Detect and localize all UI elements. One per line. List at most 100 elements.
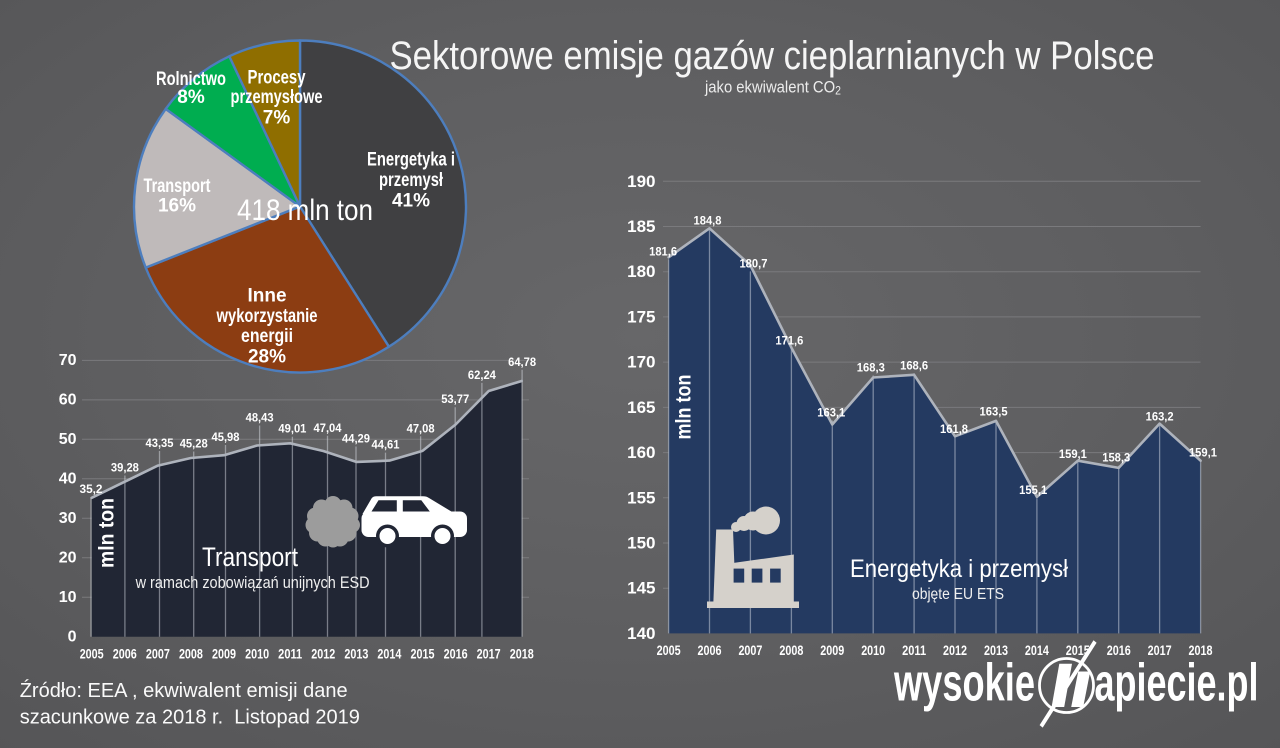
svg-text:44,29: 44,29 <box>342 432 370 446</box>
svg-text:41%: 41% <box>392 191 430 212</box>
svg-text:2014: 2014 <box>1025 643 1049 658</box>
svg-text:2016: 2016 <box>444 647 468 662</box>
svg-text:20: 20 <box>59 549 77 566</box>
svg-text:180,7: 180,7 <box>739 256 767 270</box>
svg-text:53,77: 53,77 <box>441 392 469 406</box>
svg-text:2017: 2017 <box>477 647 501 662</box>
svg-text:Transport: Transport <box>202 542 298 572</box>
svg-text:wykorzystanie: wykorzystanie <box>216 306 318 327</box>
svg-text:2009: 2009 <box>212 647 236 662</box>
svg-text:159,1: 159,1 <box>1189 446 1217 460</box>
svg-text:2007: 2007 <box>146 647 170 662</box>
svg-text:175: 175 <box>627 307 655 326</box>
svg-text:Procesy: Procesy <box>248 68 306 89</box>
svg-text:159,1: 159,1 <box>1059 447 1087 461</box>
svg-text:2011: 2011 <box>902 643 926 658</box>
svg-text:190: 190 <box>627 172 655 191</box>
svg-text:2014: 2014 <box>377 647 401 662</box>
svg-text:171,6: 171,6 <box>775 334 803 348</box>
svg-text:2005: 2005 <box>80 647 104 662</box>
svg-text:2010: 2010 <box>245 647 269 662</box>
svg-text:2012: 2012 <box>943 643 967 658</box>
svg-text:2007: 2007 <box>738 643 762 658</box>
svg-text:184,8: 184,8 <box>694 213 722 227</box>
svg-text:158,3: 158,3 <box>1102 451 1130 465</box>
svg-text:2010: 2010 <box>861 643 885 658</box>
svg-text:2017: 2017 <box>1148 643 1172 658</box>
svg-text:wysokie: wysokie <box>893 654 1035 713</box>
svg-text:Źródło: EEA , ekwiwalent emisj: Źródło: EEA , ekwiwalent emisji dane <box>20 679 348 702</box>
svg-text:49,01: 49,01 <box>278 422 306 436</box>
svg-text:180: 180 <box>627 262 655 281</box>
svg-text:70: 70 <box>59 352 77 369</box>
svg-text:47,04: 47,04 <box>314 421 342 435</box>
svg-text:39,28: 39,28 <box>111 461 139 475</box>
svg-text:2006: 2006 <box>113 647 137 662</box>
svg-text:418 mln ton: 418 mln ton <box>237 194 373 227</box>
svg-text:161,8: 161,8 <box>940 422 968 436</box>
svg-text:163,1: 163,1 <box>817 406 845 420</box>
svg-text:2005: 2005 <box>657 643 681 658</box>
svg-text:Sektorowe emisje gazów cieplar: Sektorowe emisje gazów cieplarnianych w … <box>390 34 1155 78</box>
svg-text:181,6: 181,6 <box>649 244 677 258</box>
svg-text:2011: 2011 <box>278 647 302 662</box>
svg-text:10: 10 <box>59 589 77 606</box>
svg-text:45,98: 45,98 <box>212 430 240 444</box>
svg-text:przemysłowe: przemysłowe <box>231 87 323 108</box>
svg-text:48,43: 48,43 <box>246 411 274 425</box>
svg-text:energii: energii <box>241 326 293 347</box>
svg-text:2015: 2015 <box>1066 643 1090 658</box>
svg-text:155: 155 <box>627 488 655 507</box>
svg-text:Rolnictwo: Rolnictwo <box>156 69 226 90</box>
svg-text:przemysł: przemysł <box>379 170 444 191</box>
svg-text:160: 160 <box>627 443 655 462</box>
svg-text:w ramach zobowiązań unijnych E: w ramach zobowiązań unijnych ESD <box>135 574 370 592</box>
svg-text:2006: 2006 <box>698 643 722 658</box>
svg-text:szacunkowe za 2018 r. Listopa: szacunkowe za 2018 r. Listopad 2019 <box>20 707 360 729</box>
svg-text:Transport: Transport <box>144 176 212 197</box>
svg-text:7%: 7% <box>263 108 291 129</box>
svg-text:2015: 2015 <box>411 647 435 662</box>
svg-text:62,24: 62,24 <box>468 368 496 382</box>
svg-text:2008: 2008 <box>779 643 803 658</box>
svg-text:0: 0 <box>68 628 77 645</box>
svg-text:165: 165 <box>627 398 655 417</box>
svg-text:mln ton: mln ton <box>96 498 119 568</box>
svg-text:2013: 2013 <box>344 647 368 662</box>
svg-text:145: 145 <box>627 579 655 598</box>
svg-text:35,2: 35,2 <box>80 482 103 496</box>
svg-text:163,5: 163,5 <box>980 405 1008 419</box>
svg-text:140: 140 <box>627 624 655 643</box>
svg-text:45,28: 45,28 <box>180 437 208 451</box>
svg-text:170: 170 <box>627 353 655 372</box>
svg-text:2018: 2018 <box>510 647 534 662</box>
svg-text:60: 60 <box>59 391 77 408</box>
svg-text:2008: 2008 <box>179 647 203 662</box>
svg-text:168,6: 168,6 <box>900 358 928 372</box>
svg-text:44,61: 44,61 <box>372 438 400 452</box>
svg-text:163,2: 163,2 <box>1146 410 1174 424</box>
svg-text:185: 185 <box>627 217 655 236</box>
svg-text:2009: 2009 <box>820 643 844 658</box>
svg-text:2016: 2016 <box>1107 643 1131 658</box>
svg-text:2018: 2018 <box>1189 643 1213 658</box>
svg-text:43,35: 43,35 <box>146 436 174 450</box>
svg-text:8%: 8% <box>177 87 205 108</box>
svg-text:168,3: 168,3 <box>857 361 885 375</box>
svg-text:47,08: 47,08 <box>407 421 435 435</box>
svg-text:28%: 28% <box>248 347 286 368</box>
svg-text:jako ekwiwalent CO2: jako ekwiwalent CO2 <box>704 78 841 98</box>
svg-text:2012: 2012 <box>311 647 335 662</box>
svg-text:150: 150 <box>627 533 655 552</box>
svg-text:objęte EU ETS: objęte EU ETS <box>912 586 1004 603</box>
svg-text:30: 30 <box>59 510 77 527</box>
svg-text:16%: 16% <box>158 196 196 217</box>
svg-text:155,1: 155,1 <box>1019 483 1047 497</box>
svg-text:Energetyka i: Energetyka i <box>367 150 455 171</box>
svg-text:Inne: Inne <box>247 286 286 307</box>
svg-text:40: 40 <box>59 470 77 487</box>
svg-text:mln ton: mln ton <box>673 375 696 440</box>
svg-text:50: 50 <box>59 431 77 448</box>
svg-text:64,78: 64,78 <box>508 355 536 369</box>
svg-text:apiecie.pl: apiecie.pl <box>1095 654 1259 713</box>
